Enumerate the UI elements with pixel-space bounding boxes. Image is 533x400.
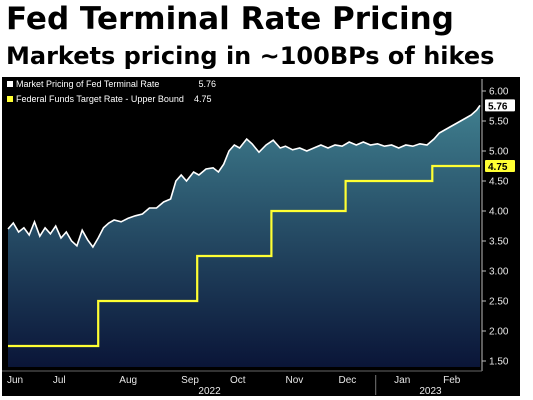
x-tick-label: Jul	[53, 375, 66, 386]
chart-svg: 6.00 5.50 5.00 4.50 4.00 3.50 3.00 2.50 2.00 1.50…	[2, 79, 515, 396]
last-value-badge-terminal: 5.76	[485, 99, 515, 112]
y-tick-label: 5.00	[489, 147, 509, 158]
last-value-funds: 4.75	[488, 162, 508, 173]
x-tick-label: Aug	[119, 375, 137, 386]
x-tick-label: Nov	[285, 375, 303, 386]
y-tick-label: 6.00	[489, 87, 509, 98]
x-tick-label: Feb	[443, 375, 461, 386]
terminal-rate-line	[7, 104, 481, 249]
y-tick-label: 3.00	[489, 267, 509, 278]
y-tick-label: 4.00	[489, 207, 509, 218]
legend: Market Pricing of Fed Terminal Rate 5.76…	[7, 79, 216, 104]
last-value-badge-funds: 4.75	[485, 160, 515, 173]
chart-panel: 6.00 5.50 5.00 4.50 4.00 3.50 3.00 2.50 2.00 1.50…	[2, 77, 520, 396]
chart-subtitle: Markets pricing in ~100BPs of hikes	[6, 42, 495, 70]
year-label: 2023	[419, 386, 442, 396]
y-tick-label: 4.50	[489, 177, 509, 188]
x-tick-label: Oct	[230, 375, 246, 386]
y-tick-label: 1.50	[489, 357, 509, 368]
x-tick-label: Sep	[181, 375, 199, 386]
x-tick-label: Dec	[339, 375, 357, 386]
x-tick-label: Jan	[394, 375, 410, 386]
legend-value-funds: 4.75	[194, 94, 212, 104]
y-tick-label: 2.00	[489, 327, 509, 338]
legend-label-funds: Federal Funds Target Rate - Upper Bound	[16, 94, 184, 104]
x-tick-label: Jun	[7, 375, 23, 386]
funds-rate-step-line	[8, 164, 480, 348]
legend-value-terminal: 5.76	[198, 79, 216, 89]
last-value-terminal: 5.76	[488, 101, 508, 112]
chart-title: Fed Terminal Rate Pricing	[6, 1, 454, 37]
y-tick-label: 3.50	[489, 237, 509, 248]
legend-swatch-terminal	[7, 81, 13, 87]
year-label: 2022	[198, 386, 221, 396]
y-tick-label: 2.50	[489, 297, 509, 308]
legend-swatch-funds	[7, 96, 13, 102]
terminal-rate-area	[8, 105, 480, 368]
legend-label-terminal: Market Pricing of Fed Terminal Rate	[16, 79, 159, 89]
y-tick-label: 5.50	[489, 117, 509, 128]
